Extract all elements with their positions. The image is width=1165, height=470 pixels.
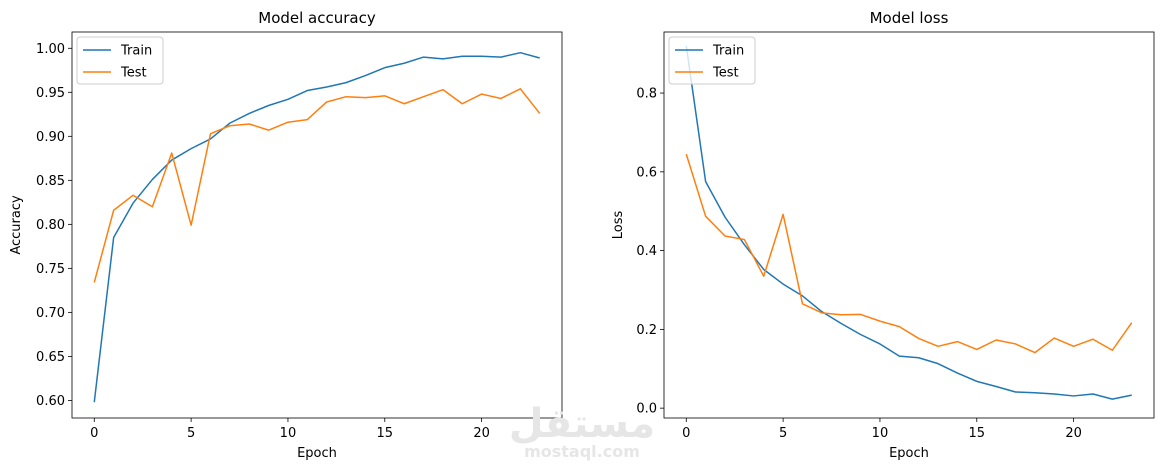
x-tick-label: 5 bbox=[779, 426, 787, 441]
x-tick-label: 5 bbox=[187, 426, 195, 441]
x-tick-label: 10 bbox=[280, 426, 297, 441]
y-tick-label: 0.95 bbox=[36, 86, 65, 101]
y-tick-label: 0.4 bbox=[636, 244, 657, 259]
x-axis-label: Epoch bbox=[889, 446, 929, 461]
x-tick-label: 15 bbox=[377, 426, 394, 441]
series-line-test bbox=[93, 88, 541, 283]
x-tick-label: 0 bbox=[90, 426, 98, 441]
series-line-test bbox=[685, 153, 1133, 354]
legend-label-test: Test bbox=[120, 66, 147, 81]
y-tick-label: 0.90 bbox=[36, 130, 65, 145]
legend: Train Test bbox=[76, 36, 164, 85]
x-tick-label: 20 bbox=[473, 426, 490, 441]
y-tick-label: 0.70 bbox=[36, 306, 65, 321]
y-tick-label: 0.2 bbox=[636, 323, 657, 338]
y-tick-label: 0.75 bbox=[36, 262, 65, 277]
watermark-logo: مستقل bbox=[509, 401, 655, 447]
y-tick-label: 0.80 bbox=[36, 218, 65, 233]
y-tick-label: 1.00 bbox=[36, 42, 65, 57]
legend-label-train: Train bbox=[120, 44, 152, 59]
chart-title: Model accuracy bbox=[258, 9, 376, 27]
legend: Train Test bbox=[668, 36, 756, 85]
y-tick-label: 0.6 bbox=[636, 165, 657, 180]
chart-title: Model loss bbox=[870, 9, 949, 27]
series-line-train bbox=[93, 51, 540, 403]
y-axis-label: Loss bbox=[611, 211, 626, 240]
x-axis-label: Epoch bbox=[297, 446, 337, 461]
y-tick-label: 0.60 bbox=[36, 394, 65, 409]
legend-label-test: Test bbox=[712, 66, 739, 81]
watermark-url: mostaql.com bbox=[524, 442, 640, 461]
watermark: مستقل mostaql.com bbox=[509, 401, 655, 461]
series-line-train bbox=[685, 45, 1132, 400]
plot-frame bbox=[663, 31, 1155, 419]
y-tick-label: 0.65 bbox=[36, 350, 65, 365]
y-tick-label: 0.8 bbox=[636, 87, 657, 102]
x-tick-label: 20 bbox=[1065, 426, 1082, 441]
y-tick-label: 0.0 bbox=[636, 402, 657, 417]
y-tick-label: 0.85 bbox=[36, 174, 65, 189]
plot-frame bbox=[71, 31, 563, 419]
accuracy-panel: Model accuracy 0 5 10 15 20 0.60 0.65 0.70 0.75 0.… bbox=[9, 9, 563, 461]
y-axis-label: Accuracy bbox=[9, 195, 24, 255]
loss-panel: Model loss 0 5 10 15 20 0.0 0.2 0.4 0.6 0.8 Epoch Lo… bbox=[611, 9, 1155, 461]
x-tick-label: 10 bbox=[872, 426, 889, 441]
x-tick-label: 0 bbox=[682, 426, 690, 441]
x-tick-label: 15 bbox=[969, 426, 986, 441]
legend-label-train: Train bbox=[712, 44, 744, 59]
